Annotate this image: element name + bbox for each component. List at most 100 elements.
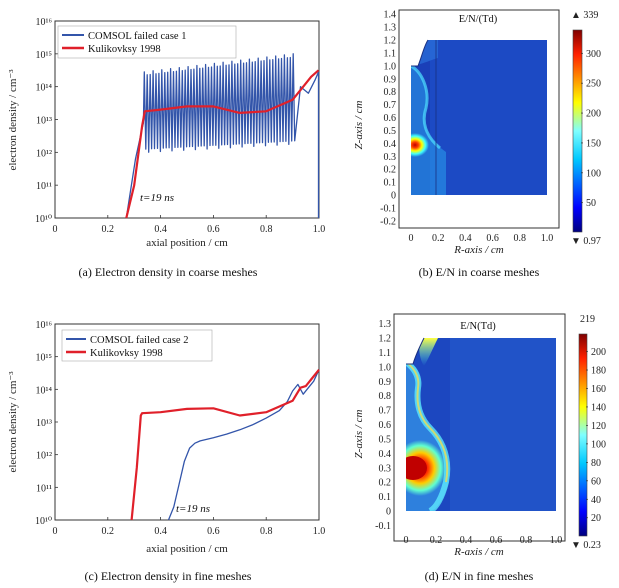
y-tick-label-a: 10¹⁶	[36, 17, 53, 28]
y-tick-label-b: 1.0	[384, 61, 397, 72]
x-tick-label-d: 0.8	[520, 535, 533, 546]
y-tick-label-c: 10¹⁰	[35, 516, 52, 527]
plot-frame-b	[398, 9, 560, 229]
y-tick-label-d: 0.6	[379, 420, 392, 431]
x-tick-label-c: 0	[53, 526, 58, 537]
colorbar-tick-label-d: 180	[591, 366, 606, 377]
heatmap-title-d: E/N(Td)	[460, 321, 496, 332]
y-tick-label-b: 0.3	[384, 152, 397, 163]
colorbar-tick-label-d: 40	[591, 495, 601, 506]
y-tick-label-d: 1.0	[379, 362, 392, 373]
colorbar-min-d: ▼ 0.23	[571, 540, 601, 551]
annotation-a: t=19 ns	[140, 192, 174, 204]
y-tick-label-b: 1.3	[384, 23, 397, 34]
y-tick-label-b: -0.1	[380, 203, 396, 214]
caption-a: (a) Electron density in coarse meshes	[79, 265, 258, 279]
y-tick-label-a: 10¹⁰	[35, 214, 52, 225]
x-tick-label-d: 0.2	[430, 535, 443, 546]
y-tick-label-b: 0.9	[384, 74, 397, 85]
caption-d: (d) E/N in fine meshes	[425, 569, 534, 583]
caption-c: (c) Electron density in fine meshes	[85, 569, 252, 583]
y-tick-label-d: 1.2	[379, 334, 392, 345]
colorbar-tick-label-b: 150	[586, 138, 601, 149]
colorbar-max-d: 219	[580, 314, 595, 325]
legend-label-a-2: Kulikovksy 1998	[88, 44, 161, 55]
electrode-b	[411, 40, 428, 66]
x-tick-label-a: 0.4	[154, 224, 167, 235]
colorbar-tick-label-d: 100	[591, 439, 606, 450]
series-line-a-1	[125, 53, 320, 219]
y-tick-label-b: 0	[391, 191, 396, 202]
panel-d: E/N(Td) 0 0.2 0.4 0.6 0.8 1.0 -0.1 0 0.1 0.2 0.3 0…	[353, 313, 606, 583]
caption-b: (b) E/N in coarse meshes	[419, 265, 540, 279]
legend-label-c-1: COMSOL failed case 2	[90, 335, 188, 346]
colorbar-tick-label-b: 250	[586, 79, 601, 90]
colorbar-max-b: ▲ 339	[571, 10, 598, 21]
y-axis-label-c: electron density / cm⁻³	[7, 371, 19, 473]
y-tick-label-b: 1.4	[384, 10, 397, 21]
x-tick-label-c: 0.6	[207, 526, 220, 537]
x-tick-label-b: 0.8	[514, 233, 527, 244]
x-tick-labels-a: 0 0.2 0.4 0.6 0.8 1.0	[53, 215, 326, 235]
heatmap-d	[406, 338, 556, 511]
colorbar-tick-label-d: 120	[591, 421, 606, 432]
x-tick-label-a: 0.2	[102, 224, 115, 235]
y-tick-label-b: 1.1	[384, 48, 397, 59]
x-tick-label-b: 0.6	[486, 233, 499, 244]
colorbar-tick-label-b: 100	[586, 168, 601, 179]
x-tick-label-c: 0.2	[102, 526, 115, 537]
y-tick-label-b: -0.2	[380, 216, 396, 227]
y-tick-label-b: 1.2	[384, 36, 397, 47]
y-tick-label-c: 10¹¹	[36, 483, 52, 494]
y-tick-label-b: 0.7	[384, 100, 397, 111]
colorbar-tick-label-b: 50	[586, 198, 596, 209]
x-tick-label-d: 0.6	[490, 535, 503, 546]
x-axis-label-b: R-axis / cm	[453, 244, 504, 256]
y-tick-label-a: 10¹⁵	[36, 50, 52, 61]
y-tick-label-b: 0.5	[384, 126, 397, 137]
annotation-c: t=19 ns	[176, 503, 210, 515]
x-tick-label-a: 0.8	[260, 224, 273, 235]
series-line-a-2	[125, 69, 320, 219]
colorbar-b: 300 250 200 150 100 50 ▲ 339 ▼ 0.97	[571, 10, 601, 247]
x-tick-label-b: 0.2	[432, 233, 445, 244]
y-tick-label-b: 0.4	[384, 139, 397, 150]
legend-label-c-2: Kulikovksy 1998	[90, 348, 163, 359]
y-tick-label-d: 0.1	[379, 492, 392, 503]
colorbar-tick-label-d: 160	[591, 384, 606, 395]
y-tick-labels-d: -0.1 0 0.1 0.2 0.3 0.4 0.5 0.6 0.7 0.8 0.9 1.0 1.1 1.…	[375, 319, 391, 532]
y-tick-labels-c: 10¹⁰ 10¹¹ 10¹² 10¹³ 10¹⁴ 10¹⁵ 10¹⁶	[35, 320, 58, 527]
y-tick-label-d: 0.2	[379, 478, 392, 489]
x-tick-label-c: 0.4	[154, 526, 167, 537]
y-tick-label-d: 1.3	[379, 319, 392, 330]
y-tick-label-d: 0.4	[379, 449, 392, 460]
series-group-c	[130, 369, 320, 521]
y-tick-label-d: 0.5	[379, 434, 392, 445]
y-tick-label-c: 10¹³	[36, 418, 52, 429]
y-tick-label-d: 0.9	[379, 377, 392, 388]
plot-frame-d	[393, 313, 566, 542]
y-tick-label-c: 10¹⁵	[36, 353, 52, 364]
x-tick-label-a: 0	[53, 224, 58, 235]
colorbar-min-b: ▼ 0.97	[571, 236, 601, 247]
y-tick-label-c: 10¹⁶	[36, 320, 53, 331]
x-tick-label-b: 1.0	[541, 233, 554, 244]
colorbar-d: 200 180 160 140 120 100 80 60 40 20 219 ▼ 0.23	[571, 314, 606, 551]
y-tick-labels-a: 10¹⁰ 10¹¹ 10¹² 10¹³ 10¹⁴ 10¹⁵ 10¹⁶	[35, 17, 58, 225]
y-tick-label-a: 10¹¹	[36, 181, 52, 192]
y-tick-label-b: 0.1	[384, 178, 397, 189]
x-tick-label-a: 0.6	[207, 224, 220, 235]
colorbar-tick-label-b: 200	[586, 109, 601, 120]
x-tick-labels-b: 0 0.2 0.4 0.6 0.8 1.0	[409, 233, 554, 244]
colorbar-tick-label-d: 200	[591, 347, 606, 358]
x-tick-label-d: 0.4	[460, 535, 473, 546]
x-axis-label-c: axial position / cm	[146, 543, 228, 555]
x-tick-label-a: 1.0	[313, 224, 326, 235]
legend-a: COMSOL failed case 1 Kulikovksy 1998	[57, 25, 237, 59]
legend-label-a-1: COMSOL failed case 1	[88, 31, 186, 42]
x-tick-label-c: 0.8	[260, 526, 273, 537]
y-tick-label-a: 10¹²	[36, 148, 52, 159]
series-group-a	[125, 53, 320, 219]
colorbar-tick-label-d: 60	[591, 476, 601, 487]
